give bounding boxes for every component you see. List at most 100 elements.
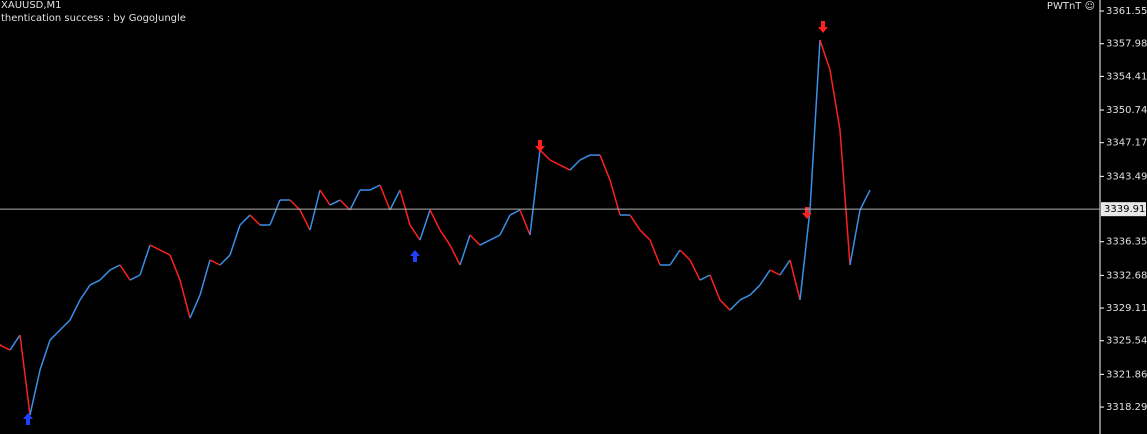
price-segment (489, 234, 501, 241)
price-segment (299, 209, 311, 231)
y-tick-label: 3357.985 (1106, 39, 1147, 50)
price-segment (79, 284, 91, 301)
price-segment (29, 369, 41, 416)
price-segment (189, 294, 201, 319)
y-tick-label: 3332.680 (1106, 270, 1147, 281)
price-segment (269, 199, 281, 226)
price-segment (459, 234, 471, 266)
price-segment (519, 209, 531, 236)
price-segment (579, 154, 591, 161)
price-segment (399, 189, 411, 226)
price-segment (599, 154, 611, 181)
price-segment (309, 189, 321, 231)
price-segment (19, 334, 31, 416)
price-segment (859, 189, 871, 211)
price-segment (779, 259, 791, 276)
price-segment (389, 189, 401, 211)
price-segment (829, 69, 841, 131)
price-segment (139, 244, 151, 276)
price-segment (679, 249, 691, 261)
price-segment (149, 244, 161, 251)
price-segment (709, 274, 721, 301)
price-segment (729, 299, 741, 311)
price-segment (159, 249, 171, 256)
price-segment (809, 39, 821, 211)
price-segment (689, 259, 701, 281)
y-tick-label: 3325.540 (1106, 336, 1147, 347)
price-segment (499, 214, 511, 236)
buy-arrow (23, 413, 33, 425)
price-segment (649, 239, 661, 266)
current-price-label: 3339.911 (1104, 204, 1147, 215)
price-segment (769, 269, 781, 276)
price-segment (209, 259, 221, 266)
price-segment (339, 199, 351, 211)
sell-arrow (818, 21, 828, 33)
price-segment (9, 334, 21, 351)
y-tick-label: 3329.110 (1106, 303, 1147, 314)
price-segment (639, 229, 651, 241)
price-segment (129, 274, 141, 281)
price-segment (109, 264, 121, 271)
price-segment (669, 249, 681, 266)
y-tick-label: 3350.740 (1106, 105, 1147, 116)
status-label: thentication success : by GogoJungle (1, 13, 186, 24)
price-segment (0, 344, 11, 351)
buy-arrow (410, 250, 420, 262)
price-segment (469, 234, 481, 246)
price-segment (329, 199, 341, 206)
price-segment (99, 269, 111, 281)
y-tick-label: 3318.295 (1106, 402, 1147, 413)
price-segment (539, 149, 551, 161)
price-segment (559, 164, 571, 171)
price-segment (249, 214, 261, 226)
price-segment (369, 184, 381, 191)
y-tick-label: 3336.355 (1106, 237, 1147, 248)
price-segment (89, 279, 101, 286)
price-segment (719, 299, 731, 311)
price-segment (449, 244, 461, 266)
current-price-box (1101, 202, 1146, 217)
price-segment (439, 229, 451, 246)
price-segment (379, 184, 391, 211)
price-segment (549, 159, 561, 166)
sell-arrow (535, 140, 545, 152)
price-segment (699, 274, 711, 281)
price-segment (789, 259, 801, 301)
price-segment (119, 264, 131, 281)
price-segment (349, 189, 361, 211)
price-segment (219, 254, 231, 266)
sell-arrow (802, 207, 812, 219)
price-segment (229, 224, 241, 256)
price-segment (239, 214, 251, 226)
price-segment (49, 329, 61, 341)
price-segment (199, 259, 211, 296)
y-tick-label: 3347.170 (1106, 138, 1147, 149)
price-segment (409, 224, 421, 241)
y-tick-label: 3354.415 (1106, 71, 1147, 82)
price-segment (819, 39, 831, 71)
indicator-label: PWTnT ☺ (1047, 1, 1095, 12)
price-segment (319, 189, 331, 206)
price-segment (169, 254, 181, 281)
price-segment (759, 269, 771, 286)
price-segment (749, 284, 761, 296)
price-segment (69, 299, 81, 321)
y-tick-label: 3343.495 (1106, 171, 1147, 182)
price-segment (179, 279, 191, 319)
plot (0, 39, 871, 416)
price-segment (59, 319, 71, 331)
y-tick-label: 3361.555 (1106, 6, 1147, 17)
price-segment (39, 339, 51, 371)
price-segment (509, 209, 521, 216)
price-segment (289, 199, 301, 211)
price-segment (419, 209, 431, 241)
price-segment (479, 239, 491, 246)
price-segment (429, 209, 441, 231)
price-segment (739, 294, 751, 301)
price-segment (839, 130, 851, 266)
y-tick-label: 3321.865 (1106, 369, 1147, 380)
price-segment (629, 214, 641, 231)
